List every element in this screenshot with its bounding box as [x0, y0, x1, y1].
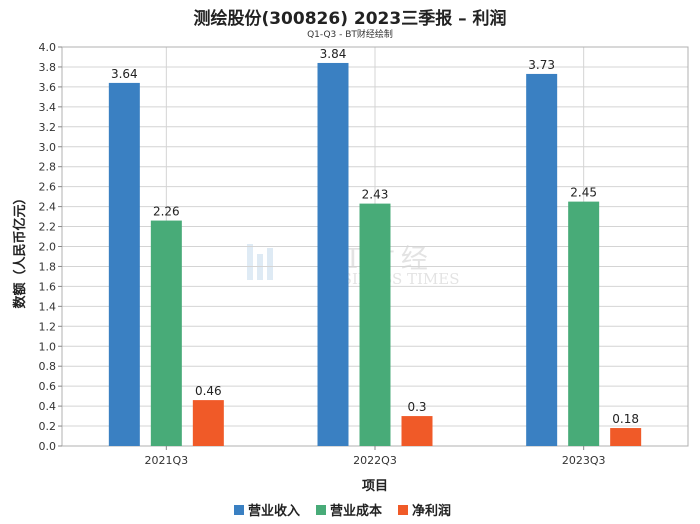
bar — [526, 73, 558, 447]
y-tick-label: 2.6 — [39, 181, 57, 194]
legend-label: 营业收入 — [248, 503, 300, 519]
y-tick-label: 0.8 — [39, 360, 57, 373]
y-tick-label: 3.4 — [39, 101, 57, 114]
legend-swatch — [398, 505, 408, 515]
chart-title: 测绘股份(300826) 2023三季报 – 利润 — [193, 9, 507, 29]
y-tick-label: 0.6 — [39, 380, 57, 393]
axes: 0.0 0.2 0.4 0.6 0.8 1.0 1.2 1.4 1.6 1.8 2.0 2.2 2.4 2… — [39, 41, 689, 467]
data-labels: 3.64 2.26 0.46 3.84 2.43 0.3 3.73 2.45 0.18 — [111, 47, 639, 426]
data-label: 0.18 — [612, 412, 639, 426]
y-tick-label: 1.2 — [39, 320, 57, 333]
y-tick-label: 3.6 — [39, 81, 57, 94]
bar — [401, 416, 433, 446]
y-axis-title: 数额（人民币亿元） — [12, 191, 28, 308]
bar — [610, 428, 642, 446]
x-axis-title: 项目 — [362, 479, 388, 494]
y-tick-label: 2.2 — [39, 221, 57, 234]
y-tick-label: 2.0 — [39, 241, 57, 254]
y-tick-label: 3.2 — [39, 121, 57, 134]
bars — [108, 62, 642, 447]
x-tick-label: 2023Q3 — [562, 454, 606, 467]
y-tick-label: 2.4 — [39, 201, 57, 214]
legend-label: 净利润 — [412, 503, 451, 519]
x-tick-label: 2022Q3 — [353, 454, 397, 467]
watermark-logo-bar — [257, 254, 263, 280]
legend-swatch — [316, 505, 326, 515]
y-tick-label: 1.0 — [39, 340, 57, 353]
bar — [568, 201, 600, 446]
y-tick-label: 0.4 — [39, 400, 57, 413]
data-label: 2.26 — [153, 205, 180, 219]
legend-label: 营业成本 — [330, 503, 382, 519]
bar — [192, 400, 224, 446]
y-tick-label: 0.0 — [39, 440, 57, 453]
data-label: 0.3 — [407, 400, 426, 414]
data-label: 2.43 — [362, 188, 389, 202]
y-tick-label: 4.0 — [39, 41, 57, 54]
data-label: 2.45 — [570, 186, 597, 200]
y-tick-label: 1.8 — [39, 260, 57, 273]
y-tick-label: 2.8 — [39, 161, 57, 174]
legend: 营业收入 营业成本 净利润 — [234, 503, 451, 519]
y-tick-label: 0.2 — [39, 420, 57, 433]
chart-subtitle: Q1-Q3 - BT财经绘制 — [307, 30, 393, 40]
data-label: 3.64 — [111, 67, 138, 81]
watermark-logo-bar — [267, 248, 273, 280]
y-tick-label: 1.4 — [39, 300, 57, 313]
x-tick-label: 2021Q3 — [145, 454, 189, 467]
bar — [150, 220, 182, 446]
data-label: 3.73 — [528, 58, 555, 72]
watermark-logo-bar — [247, 244, 253, 280]
bar — [108, 82, 140, 446]
legend-swatch — [234, 505, 244, 515]
y-tick-label: 1.6 — [39, 280, 57, 293]
bar — [359, 203, 391, 446]
bar — [317, 62, 349, 447]
y-tick-label: 3.0 — [39, 141, 57, 154]
data-label: 0.46 — [195, 384, 222, 398]
data-label: 3.84 — [320, 47, 347, 61]
y-tick-label: 3.8 — [39, 61, 57, 74]
